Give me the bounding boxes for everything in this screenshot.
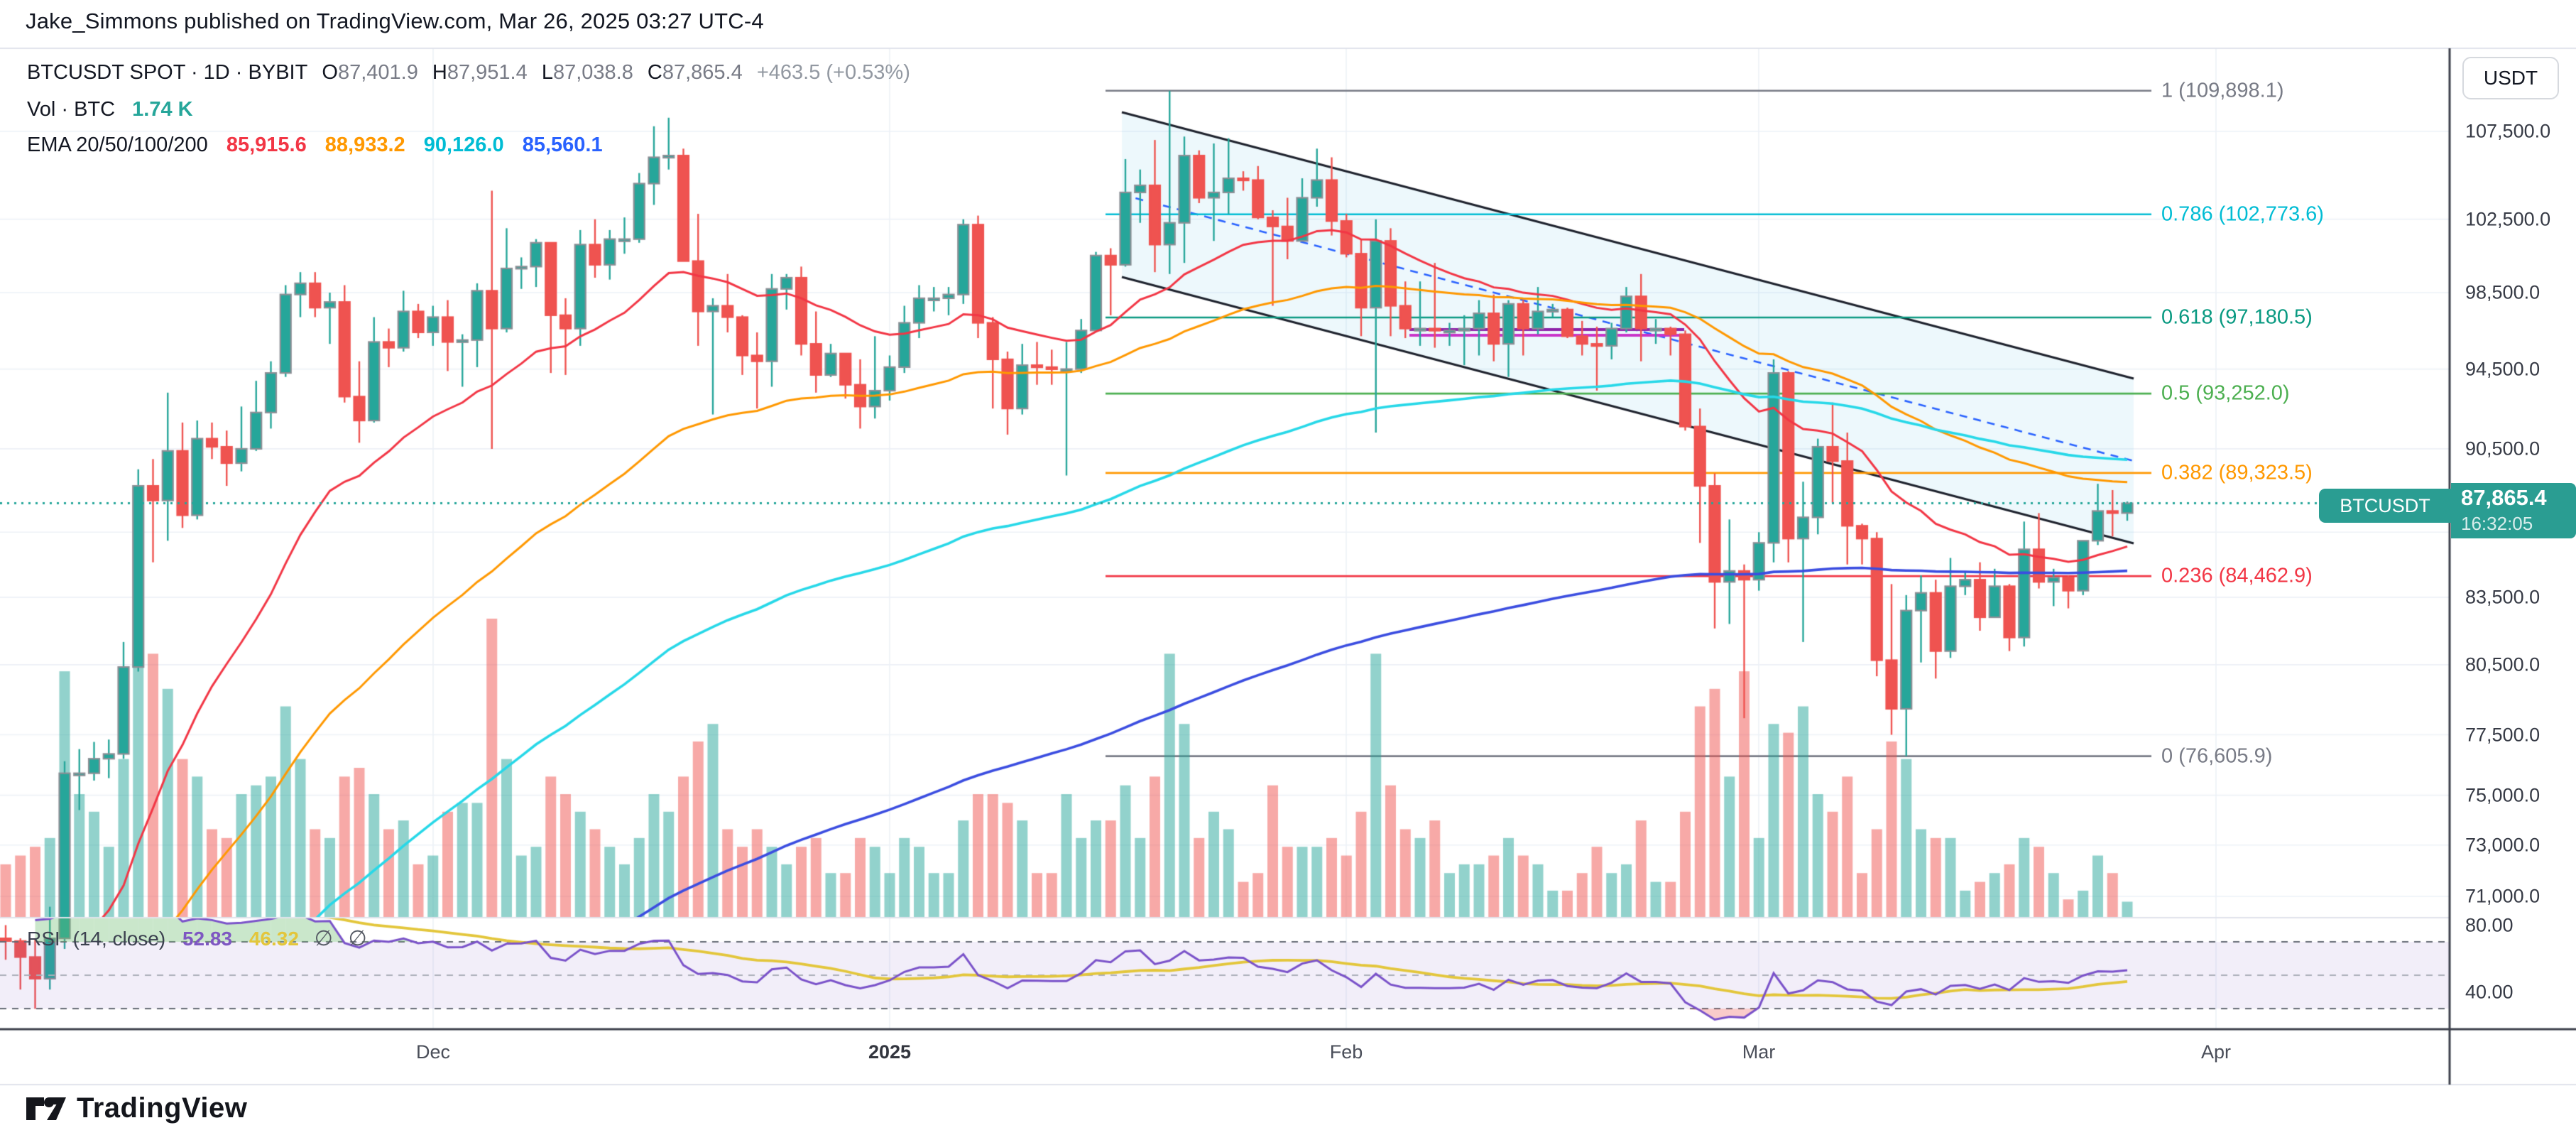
volume-legend-row[interactable]: Vol · BTC 1.74 K: [27, 98, 193, 121]
high-label: H: [432, 61, 447, 84]
rsi-empty-icon: ∅: [314, 927, 333, 950]
fib-level-label: 1 (109,898.1): [2161, 79, 2284, 102]
rsi-axis-label: 40.00: [2465, 981, 2514, 1002]
symbol-title[interactable]: BTCUSDT SPOT · 1D · BYBIT: [27, 61, 308, 84]
rsi-empty-icon: ∅: [348, 927, 367, 950]
rsi-legend-row[interactable]: RSI (14, close) 52.83 46.32 ∅ ∅: [27, 926, 367, 951]
price-axis-label: 102,500.0: [2465, 208, 2551, 230]
ema-label: EMA 20/50/100/200: [27, 134, 208, 156]
volume-label: Vol · BTC: [27, 98, 116, 121]
rsi-title: RSI: [27, 928, 60, 950]
fib-level-label: 0.618 (97,180.5): [2161, 305, 2313, 329]
close-label: C: [647, 61, 662, 84]
ema-legend-row[interactable]: EMA 20/50/100/200 85,915.6 88,933.2 90,1…: [27, 134, 603, 157]
price-badge-value: 87,865.4: [2461, 485, 2547, 510]
open-value: 87,401.9: [337, 61, 418, 84]
fib-level-label: 0.382 (89,323.5): [2161, 461, 2313, 484]
currency-toggle-button[interactable]: USDT: [2462, 57, 2559, 99]
rsi-value: 52.83: [182, 928, 233, 950]
symbol-legend-row[interactable]: BTCUSDT SPOT · 1D · BYBIT O87,401.9 H87,…: [27, 61, 910, 85]
price-axis-label: 90,500.0: [2465, 438, 2540, 460]
open-label: O: [322, 61, 338, 84]
ema20-value: 85,915.6: [226, 134, 307, 156]
price-axis-label: 94,500.0: [2465, 358, 2540, 380]
ema100-value: 90,126.0: [423, 134, 504, 156]
volume-value: 1.74 K: [132, 98, 193, 121]
ema200-value: 85,560.1: [522, 134, 603, 156]
time-axis-label[interactable]: Apr: [2200, 1041, 2232, 1063]
price-axis-label: 75,000.0: [2465, 784, 2540, 806]
price-axis-label: 71,000.0: [2465, 885, 2540, 907]
price-axis-label: 107,500.0: [2465, 120, 2551, 142]
tradingview-logo[interactable]: TradingView: [26, 1092, 247, 1124]
ema50-value: 88,933.2: [324, 134, 405, 156]
price-axis-label: 83,500.0: [2465, 586, 2540, 608]
price-axis-label: 73,000.0: [2465, 834, 2540, 856]
fib-level-label: 0.786 (102,773.6): [2161, 202, 2324, 226]
price-axis-label: 77,500.0: [2465, 724, 2540, 745]
price-badge-countdown: 16:32:05: [2461, 513, 2533, 534]
tradingview-logo-icon: [26, 1097, 66, 1120]
rsi-params: (14, close): [72, 928, 166, 950]
tradingview-logo-text: TradingView: [77, 1092, 248, 1124]
fib-level-label: 0.236 (84,462.9): [2161, 564, 2313, 587]
high-value: 87,951.4: [447, 61, 528, 84]
time-axis-label[interactable]: Dec: [415, 1041, 451, 1063]
time-axis-label[interactable]: 2025: [868, 1041, 912, 1063]
fib-level-label: 0.5 (93,252.0): [2161, 381, 2290, 405]
rsi-ma-value: 46.32: [249, 928, 299, 950]
low-label: L: [541, 61, 553, 84]
time-axis-label[interactable]: Mar: [1742, 1041, 1776, 1063]
close-value: 87,865.4: [662, 61, 743, 84]
price-badge-symbol[interactable]: BTCUSDT: [2319, 489, 2451, 523]
rsi-axis-label: 80.00: [2465, 914, 2514, 935]
time-axis-label[interactable]: Feb: [1329, 1041, 1363, 1063]
price-axis-label: 98,500.0: [2465, 281, 2540, 303]
fib-level-label: 0 (76,605.9): [2161, 744, 2273, 768]
price-axis-label: 80,500.0: [2465, 653, 2540, 675]
low-value: 87,038.8: [552, 61, 633, 84]
price-badge[interactable]: 87,865.4 16:32:05: [2451, 483, 2576, 538]
change-value: +463.5 (+0.53%): [756, 61, 910, 84]
